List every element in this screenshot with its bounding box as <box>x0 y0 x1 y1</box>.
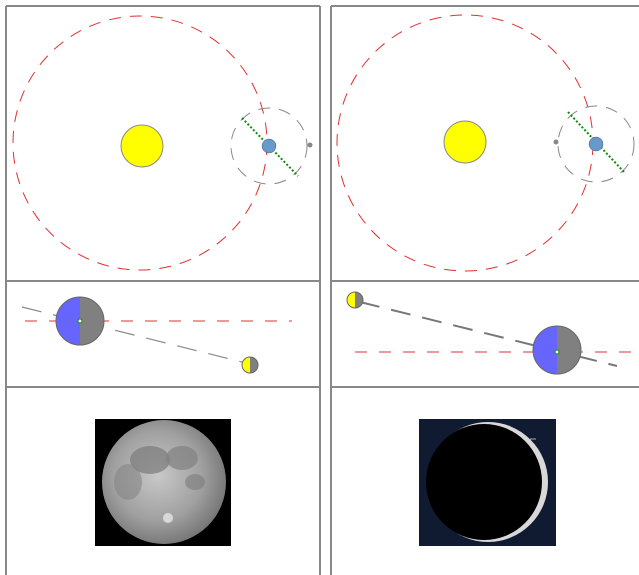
moon-lit-side <box>242 357 250 373</box>
moon-outline <box>346 291 364 309</box>
panel-frames <box>5 5 639 575</box>
moon <box>553 139 559 145</box>
earth-day-side <box>557 326 581 374</box>
moon-photo-full <box>95 419 231 546</box>
sun <box>443 120 487 164</box>
side-view-right <box>346 291 635 375</box>
sun <box>120 124 164 168</box>
earth-outline <box>532 325 582 375</box>
earth <box>588 136 604 152</box>
observer <box>554 349 560 355</box>
moon-outline <box>241 356 259 374</box>
earth-outline <box>55 296 105 346</box>
moon-orbit <box>230 107 308 185</box>
moon <box>307 142 313 148</box>
moon-orbit <box>557 105 635 183</box>
moon-line <box>359 301 618 367</box>
moon-photo-crescent <box>419 419 556 546</box>
observer <box>77 318 83 324</box>
moon-dark-side <box>250 357 258 373</box>
moon-lit-side <box>347 292 355 308</box>
earth-night-side <box>533 326 557 374</box>
orbit-view-left <box>12 15 313 271</box>
earth <box>261 138 277 154</box>
moon-dark-side <box>355 292 363 308</box>
orbit-view-right <box>336 14 635 272</box>
moon-line <box>21 306 247 364</box>
earth-day-side <box>80 297 104 345</box>
side-view-left <box>21 296 292 374</box>
earth-night-side <box>56 297 80 345</box>
